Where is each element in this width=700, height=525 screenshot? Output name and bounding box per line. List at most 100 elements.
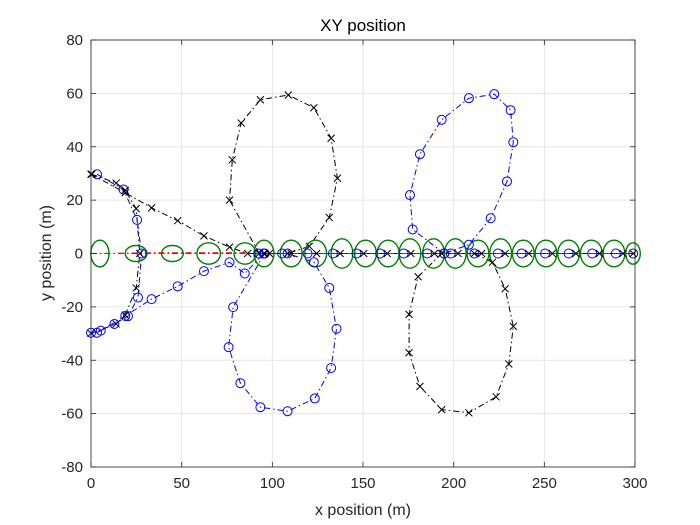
circle-marker xyxy=(324,282,335,293)
x-tick-labels: 0 50 100 150 200 250 300 xyxy=(87,475,648,492)
uncertainty-ellipse xyxy=(602,239,626,268)
x-marker xyxy=(595,249,604,258)
x-marker xyxy=(470,249,479,258)
circle-marker xyxy=(407,224,418,235)
x-marker xyxy=(112,320,121,328)
x-marker xyxy=(147,204,156,212)
circle-marker xyxy=(404,190,415,201)
x-axis-label: x position (m) xyxy=(315,502,411,519)
circle-marker xyxy=(239,268,250,279)
circle-marker xyxy=(258,248,269,259)
x-marker xyxy=(225,243,234,251)
x-marker xyxy=(310,103,318,112)
x-marker xyxy=(465,408,473,417)
uncertainty-ellipse xyxy=(196,242,222,265)
covariance-ellipses xyxy=(90,238,641,269)
x-marker xyxy=(501,249,510,258)
uncertainty-ellipse xyxy=(511,239,535,268)
y-tick-label: 40 xyxy=(66,139,83,156)
circle-marker xyxy=(508,137,519,148)
circle-marker xyxy=(308,257,319,268)
circle-marker xyxy=(172,281,183,292)
x-marker xyxy=(312,249,321,258)
circle-marker xyxy=(492,248,503,259)
y-tick-labels: -80 -60 -40 -20 0 20 40 60 80 xyxy=(61,32,83,476)
x-marker xyxy=(121,188,130,197)
y-tick-label: -40 xyxy=(61,352,83,369)
x-marker xyxy=(414,272,422,281)
x-marker xyxy=(336,249,345,258)
x-marker xyxy=(228,155,237,164)
circle-marker xyxy=(326,362,337,373)
circle-marker xyxy=(282,406,293,417)
y-axis-label: y position (m) xyxy=(38,205,55,301)
circle-marker xyxy=(302,248,313,259)
uncertainty-ellipse xyxy=(443,238,467,269)
x-marker xyxy=(333,174,342,183)
series-line-3 xyxy=(96,253,265,334)
y-tick-label: 20 xyxy=(66,192,83,209)
circle-marker xyxy=(463,93,474,104)
circle-marker xyxy=(436,114,447,125)
y-tick-label: 0 xyxy=(75,246,83,263)
circle-marker xyxy=(463,239,474,250)
circle-marker xyxy=(198,266,209,277)
x-marker xyxy=(504,360,513,368)
circle-marker xyxy=(255,402,266,413)
x-marker xyxy=(477,249,486,258)
circle-marker xyxy=(146,294,157,305)
uncertainty-ellipse xyxy=(579,239,603,268)
circle-marker xyxy=(563,248,574,259)
circle-marker xyxy=(439,248,450,259)
uncertainty-ellipse xyxy=(160,244,184,263)
circle-marker xyxy=(223,342,234,353)
x-tick-label: 150 xyxy=(350,475,375,492)
x-marker xyxy=(112,179,121,187)
x-marker xyxy=(501,284,510,293)
x-marker xyxy=(416,382,424,391)
circle-marker xyxy=(505,105,516,116)
y-tick-label: -60 xyxy=(61,406,83,423)
circle-marker xyxy=(516,248,527,259)
uncertainty-ellipse xyxy=(534,239,558,268)
x-marker xyxy=(430,249,439,258)
series-line-5 xyxy=(228,253,338,412)
x-marker xyxy=(383,249,392,258)
circle-marker xyxy=(445,248,456,259)
x-marker xyxy=(619,249,627,258)
x-marker xyxy=(243,249,252,258)
circle-marker xyxy=(120,310,131,321)
y-tick-label: 80 xyxy=(66,32,83,49)
series-markers xyxy=(86,89,639,417)
x-marker xyxy=(509,322,518,331)
circle-marker xyxy=(228,302,239,313)
uncertainty-ellipse xyxy=(625,242,641,265)
circle-marker xyxy=(132,214,143,225)
series-line-6 xyxy=(409,93,514,254)
circle-marker xyxy=(136,248,147,259)
x-marker xyxy=(325,213,334,222)
x-marker xyxy=(572,249,580,258)
x-marker xyxy=(359,249,368,258)
x-marker xyxy=(287,249,296,258)
x-marker xyxy=(548,249,557,258)
x-marker xyxy=(524,249,533,258)
uncertainty-ellipse xyxy=(557,239,581,268)
circle-marker xyxy=(351,248,362,259)
uncertainty-ellipse xyxy=(353,239,378,268)
x-marker xyxy=(121,311,130,320)
x-tick-label: 300 xyxy=(622,475,647,492)
x-marker xyxy=(284,91,293,99)
circle-marker xyxy=(277,248,288,259)
series-line-2 xyxy=(90,173,264,254)
circle-marker xyxy=(91,169,102,180)
circle-marker xyxy=(610,248,621,259)
x-marker xyxy=(87,170,96,179)
circle-marker xyxy=(282,248,293,259)
x-tick-label: 200 xyxy=(441,475,466,492)
circle-marker xyxy=(422,248,433,259)
x-marker xyxy=(327,134,335,143)
uncertainty-ellipse xyxy=(124,244,148,263)
circle-marker xyxy=(122,311,133,322)
